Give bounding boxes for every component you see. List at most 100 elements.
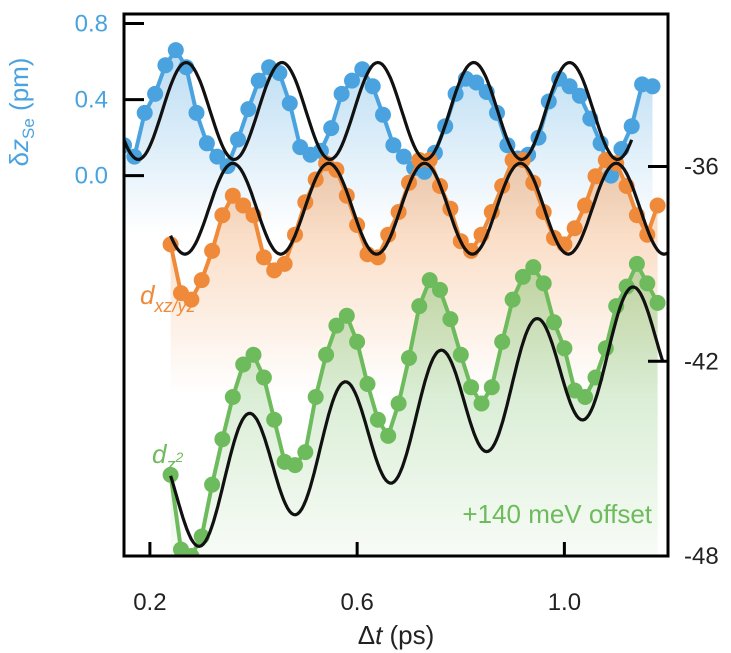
data-point — [561, 78, 578, 95]
series-label-dz2: dz2 — [152, 439, 183, 475]
data-point — [395, 148, 412, 165]
fit-curve-0 — [124, 60, 634, 162]
data-point — [240, 101, 257, 118]
data-point — [323, 120, 340, 137]
data-point — [639, 275, 656, 292]
offset-annotation: +140 meV offset — [462, 499, 652, 529]
data-point — [318, 346, 335, 363]
series-label-dxzyz: dxz/yz — [140, 280, 195, 316]
data-point — [359, 376, 376, 392]
data-point — [483, 379, 500, 396]
data-point — [546, 314, 562, 331]
x-axis-ticks: 0.2 0.6 1.0 — [133, 542, 581, 616]
series-fills — [124, 50, 658, 556]
data-point — [504, 291, 521, 308]
data-point — [255, 249, 272, 266]
data-point — [577, 197, 594, 214]
data-point — [344, 72, 360, 89]
data-point — [266, 411, 283, 428]
data-point — [623, 118, 640, 135]
data-point — [307, 389, 324, 405]
data-point — [421, 272, 438, 289]
data-point — [287, 457, 303, 474]
data-point — [147, 85, 164, 102]
data-point — [204, 242, 221, 259]
data-point — [224, 187, 241, 204]
data-point — [587, 168, 604, 185]
data-point — [571, 87, 588, 104]
x-tick-label: 0.2 — [133, 589, 166, 616]
data-point — [214, 207, 231, 224]
data-point — [375, 106, 391, 123]
data-point — [157, 57, 174, 74]
left-axis-ticks: 0.8 0.4 0.0 — [75, 11, 144, 190]
right-tick-label: -48 — [684, 543, 719, 570]
data-point — [204, 476, 221, 493]
data-point — [535, 275, 552, 292]
data-point — [556, 340, 573, 357]
data-point — [401, 350, 417, 366]
data-point — [468, 74, 485, 91]
data-point — [369, 411, 386, 428]
data-point — [276, 255, 293, 272]
data-point — [183, 548, 200, 556]
fit-curve-2 — [169, 285, 665, 549]
data-point — [349, 333, 366, 350]
data-point — [136, 104, 153, 121]
data-point — [380, 427, 397, 444]
data-point — [525, 259, 542, 276]
data-point — [649, 197, 666, 214]
data-point — [167, 42, 184, 59]
data-point — [297, 444, 314, 461]
data-point — [235, 356, 252, 373]
series-area-2 — [170, 263, 658, 556]
data-point — [577, 389, 594, 405]
data-point — [411, 298, 428, 315]
data-point — [649, 294, 666, 311]
data-point — [364, 78, 381, 95]
left-axis-label: δzSe (pm) — [4, 58, 38, 167]
data-point — [281, 95, 298, 112]
left-tick-label: 0.4 — [75, 87, 108, 114]
x-tick-label: 1.0 — [548, 589, 581, 616]
right-tick-label: -42 — [684, 348, 719, 375]
data-point — [463, 379, 480, 396]
data-point — [566, 220, 583, 237]
x-axis-label: Δt (ps) — [358, 620, 435, 650]
data-point — [188, 104, 205, 121]
data-point — [193, 272, 210, 289]
data-point — [235, 197, 252, 214]
data-point — [162, 466, 179, 483]
data-point — [618, 278, 635, 295]
data-point — [494, 333, 511, 350]
data-point — [390, 395, 407, 412]
fit-curves — [124, 60, 668, 549]
data-point — [333, 85, 350, 102]
data-point — [224, 389, 241, 405]
data-point — [644, 78, 661, 95]
data-point — [250, 72, 267, 89]
data-point — [473, 395, 490, 412]
data-point — [385, 137, 402, 154]
left-tick-label: 0.8 — [75, 11, 108, 38]
data-point — [452, 346, 469, 363]
data-point — [183, 291, 200, 308]
data-point — [442, 311, 459, 328]
x-tick-label: 0.6 — [340, 589, 373, 616]
left-tick-label: 0.0 — [75, 163, 108, 190]
right-tick-label: -36 — [684, 154, 719, 181]
data-point — [245, 346, 262, 363]
plot-frame — [122, 12, 670, 558]
fit-curve-1 — [169, 161, 668, 256]
data-point — [209, 148, 226, 165]
data-point — [338, 307, 355, 324]
data-point — [162, 236, 179, 253]
data-point — [198, 135, 215, 152]
data-point — [255, 369, 272, 386]
data-point — [514, 268, 531, 285]
right-axis-ticks: -36 -42 -48 — [648, 154, 719, 570]
data-point — [432, 281, 448, 298]
data-point — [328, 317, 345, 334]
data-point — [214, 431, 231, 448]
